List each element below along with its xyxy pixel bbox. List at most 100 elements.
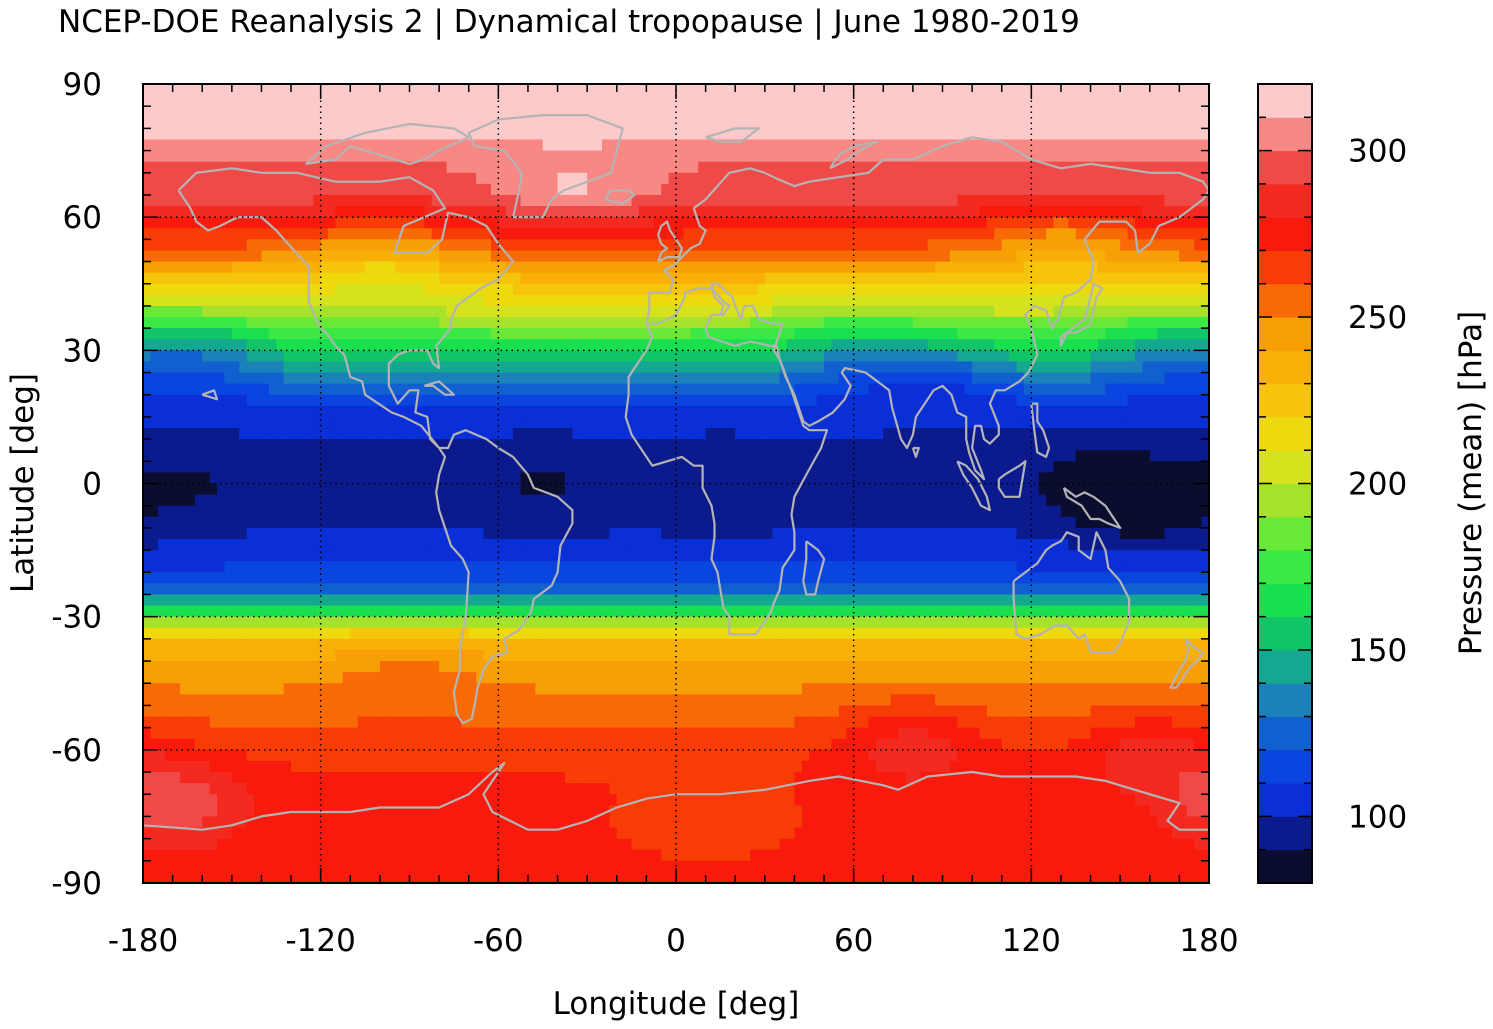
heatmap-cell	[357, 328, 366, 340]
heatmap-cell	[1090, 106, 1099, 118]
heatmap-cell	[557, 461, 566, 474]
heatmap-cell	[868, 394, 877, 407]
heatmap-cell	[772, 361, 781, 374]
heatmap-cell	[557, 161, 566, 174]
heatmap-cell	[935, 383, 944, 396]
heatmap-cell	[698, 350, 707, 363]
heatmap-cell	[557, 361, 566, 374]
heatmap-cell	[683, 261, 692, 274]
heatmap-cell	[676, 350, 684, 363]
heatmap-cell	[513, 383, 522, 396]
heatmap-cell	[631, 461, 640, 474]
heatmap-cell	[809, 206, 818, 218]
heatmap-cell	[194, 283, 203, 296]
heatmap-cell	[757, 117, 766, 129]
heatmap-cell	[912, 328, 921, 340]
heatmap-cell	[498, 106, 507, 118]
heatmap-cell	[446, 372, 455, 385]
heatmap-cell	[653, 239, 662, 252]
heatmap-cell	[1120, 405, 1129, 418]
heatmap-cell	[439, 439, 448, 451]
heatmap-cell	[513, 217, 522, 229]
heatmap-cell	[1194, 194, 1203, 207]
heatmap-cell	[986, 150, 995, 163]
heatmap-cell	[1046, 350, 1055, 363]
heatmap-cell	[239, 305, 248, 318]
heatmap-cell	[217, 128, 226, 141]
heatmap-cell	[342, 461, 351, 474]
heatmap-cell	[261, 283, 270, 296]
heatmap-cell	[750, 461, 759, 474]
heatmap-cell	[601, 206, 610, 218]
heatmap-cell	[187, 405, 196, 418]
heatmap-cell	[1179, 117, 1188, 129]
heatmap-cell	[305, 372, 314, 385]
heatmap-cell	[794, 272, 803, 285]
heatmap-cell	[172, 372, 181, 385]
heatmap-cell	[572, 139, 581, 152]
heatmap-cell	[1194, 250, 1203, 263]
heatmap-cell	[328, 161, 337, 174]
heatmap-cell	[661, 272, 670, 285]
heatmap-cell	[1105, 350, 1114, 363]
heatmap-cell	[927, 117, 936, 129]
heatmap-cell	[439, 450, 448, 462]
heatmap-cell	[927, 161, 936, 174]
heatmap-cell	[1186, 383, 1195, 396]
heatmap-cell	[254, 461, 263, 474]
heatmap-cell	[668, 461, 677, 474]
heatmap-cell	[1179, 339, 1188, 351]
heatmap-cell	[735, 439, 744, 451]
heatmap-cell	[1090, 394, 1099, 407]
heatmap-cell	[1120, 172, 1129, 185]
heatmap-cell	[143, 461, 151, 474]
heatmap-cell	[335, 95, 344, 107]
heatmap-cell	[1134, 139, 1143, 152]
heatmap-cell	[705, 328, 714, 340]
heatmap-cell	[535, 305, 544, 318]
heatmap-cell	[601, 405, 610, 418]
heatmap-cell	[1142, 117, 1151, 129]
heatmap-cell	[513, 139, 522, 152]
heatmap-cell	[594, 128, 603, 141]
heatmap-cell	[357, 428, 366, 440]
heatmap-cell	[957, 261, 966, 274]
heatmap-cell	[579, 328, 588, 340]
heatmap-cell	[890, 250, 899, 263]
heatmap-cell	[1134, 150, 1143, 163]
heatmap-cell	[972, 106, 981, 118]
heatmap-cell	[1179, 95, 1188, 107]
heatmap-cell	[1097, 383, 1106, 396]
heatmap-cell	[1171, 239, 1180, 252]
heatmap-cell	[801, 117, 810, 129]
heatmap-cell	[498, 339, 507, 351]
heatmap-cell	[209, 394, 218, 407]
heatmap-cell	[720, 428, 729, 440]
heatmap-cell	[898, 95, 907, 107]
heatmap-cell	[402, 328, 411, 340]
heatmap-cell	[750, 328, 759, 340]
heatmap-cell	[690, 139, 699, 152]
heatmap-cell	[1009, 272, 1018, 285]
heatmap-cell	[328, 84, 337, 96]
heatmap-cell	[1201, 150, 1210, 163]
heatmap-cell	[520, 361, 529, 374]
heatmap-cell	[898, 317, 907, 329]
heatmap-cell	[379, 428, 388, 440]
heatmap-cell	[1023, 106, 1032, 118]
heatmap-cell	[291, 139, 300, 152]
heatmap-cell	[1179, 305, 1188, 318]
heatmap-cell	[1046, 194, 1055, 207]
heatmap-cell	[476, 272, 485, 285]
heatmap-cell	[379, 294, 388, 307]
heatmap-cell	[616, 317, 625, 329]
heatmap-cell	[624, 339, 633, 351]
heatmap-cell	[350, 239, 359, 252]
heatmap-cell	[890, 439, 899, 451]
heatmap-cell	[187, 450, 196, 462]
heatmap-cell	[1134, 394, 1143, 407]
heatmap-cell	[646, 183, 655, 196]
heatmap-cell	[387, 317, 396, 329]
heatmap-cell	[350, 95, 359, 107]
heatmap-cell	[735, 261, 744, 274]
